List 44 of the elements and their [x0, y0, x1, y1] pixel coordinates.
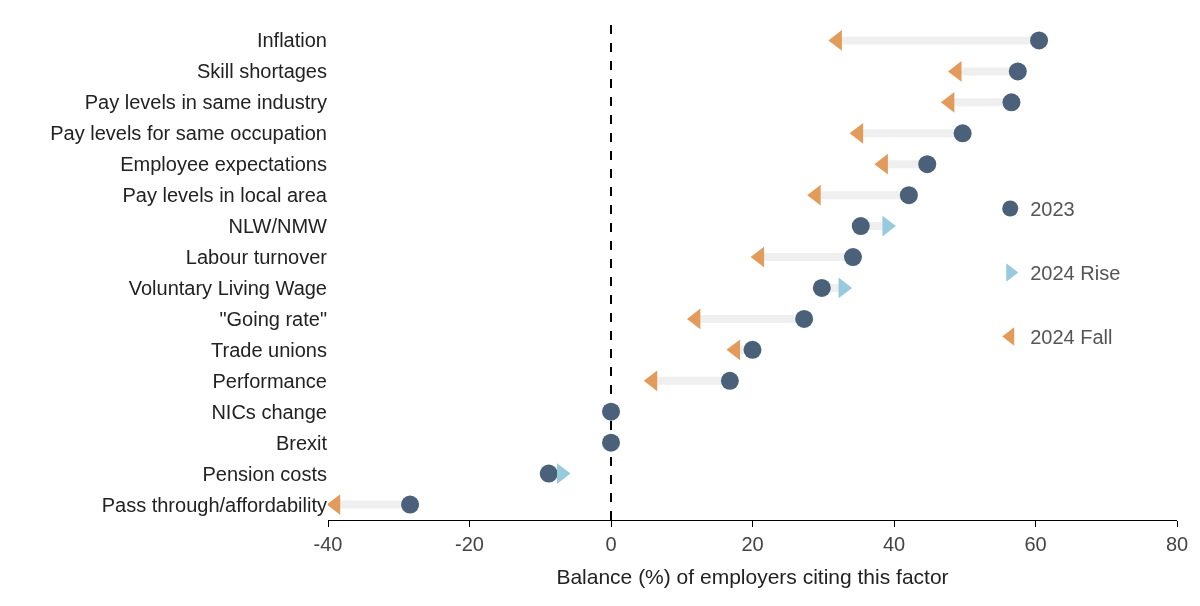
point	[401, 495, 420, 514]
y-tick-label: Labour turnover	[185, 246, 328, 269]
y-tick-label: Pass through/affordability	[101, 493, 327, 516]
point	[1002, 93, 1021, 112]
x-tick-label: -40	[313, 533, 343, 555]
y-tick-label: Pension costs	[202, 462, 327, 485]
point	[795, 309, 814, 328]
x-tick-label: 60	[1024, 533, 1047, 555]
y-tick-label: Inflation	[256, 29, 327, 52]
y-tick-label: Brexit	[275, 431, 328, 454]
point	[1008, 62, 1027, 81]
y-tick-label: Pay levels in same industry	[84, 91, 327, 114]
x-axis-title: Balance (%) of employers citing this factor	[556, 565, 949, 589]
point	[812, 278, 831, 297]
point	[947, 61, 962, 82]
x-tick-label: 40	[882, 533, 906, 555]
point	[918, 155, 937, 174]
y-tick-label: Pay levels in local area	[122, 184, 328, 207]
point	[602, 433, 620, 452]
y-tick-label: NLW/NMW	[228, 215, 328, 238]
y-tick-label: Skill shortages	[196, 60, 327, 83]
y-tick-label: Voluntary Living Wage	[128, 276, 327, 299]
point	[720, 371, 739, 390]
y-tick-label: Employee expectations	[120, 153, 327, 176]
point	[851, 217, 870, 236]
x-tick-label: -20	[455, 533, 484, 555]
point	[602, 402, 620, 421]
y-tick-label: NICs change	[211, 400, 327, 423]
y-tick-label: Performance	[212, 369, 327, 392]
point	[743, 340, 762, 359]
legend-label: 2023	[1030, 198, 1075, 221]
point	[953, 124, 972, 143]
point	[899, 186, 918, 205]
x-tick-label: 0	[605, 533, 617, 555]
x-tick-label: 20	[741, 533, 764, 555]
point	[1030, 31, 1049, 50]
y-tick-label: Pay levels for same occupation	[50, 122, 327, 145]
x-tick-label: 80	[1165, 533, 1189, 555]
y-tick-label: Trade unions	[211, 338, 327, 361]
point	[843, 248, 862, 267]
legend-label: 2024 Fall	[1030, 326, 1113, 349]
y-tick-label: "Going rate"	[219, 307, 327, 330]
point	[539, 464, 558, 483]
legend-label: 2024 Rise	[1030, 262, 1121, 285]
